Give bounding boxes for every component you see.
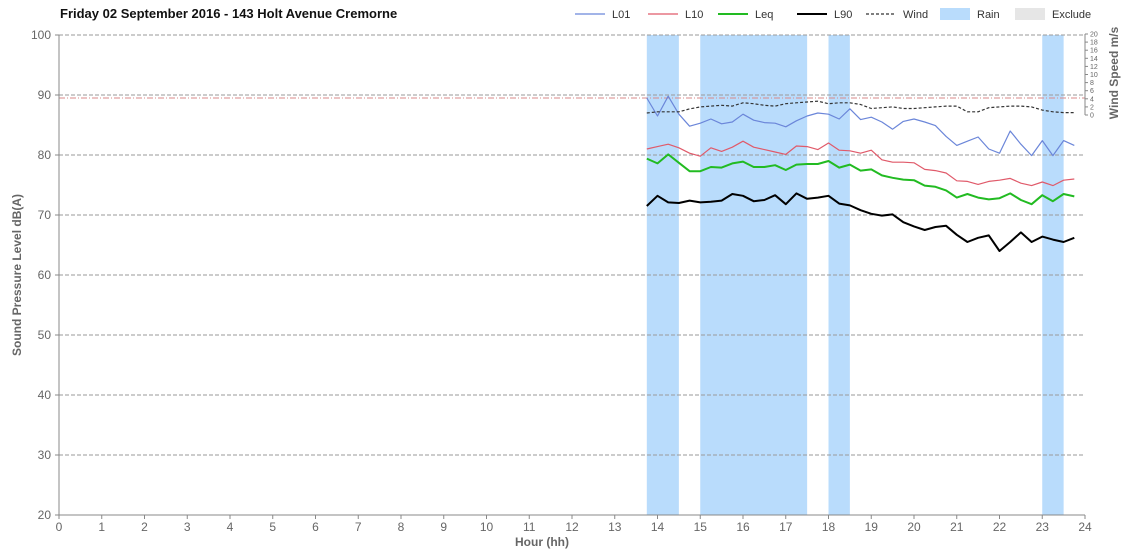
y-tick-label-90: 90 (38, 88, 52, 102)
x-tick-label-23: 23 (1036, 520, 1050, 534)
x-tick-label-17: 17 (779, 520, 793, 534)
wind-tick-label-16: 16 (1090, 48, 1098, 55)
x-tick-label-10: 10 (480, 520, 494, 534)
x-tick-label-20: 20 (907, 520, 921, 534)
wind-tick-label-14: 14 (1090, 56, 1098, 63)
wind-tick-label-2: 2 (1090, 104, 1094, 111)
legend: L01 L10 Leq L90 Wind Rain Exclude (575, 8, 1091, 21)
x-tick-label-6: 6 (312, 520, 319, 534)
legend-swatch-rain (940, 8, 970, 20)
x-tick-label-15: 15 (694, 520, 708, 534)
x-tick-label-16: 16 (736, 520, 750, 534)
series-line-l10 (646, 140, 1075, 187)
legend-label-l10: L10 (685, 9, 703, 21)
legend-label-exclude: Exclude (1052, 9, 1091, 21)
y-tick-label-50: 50 (38, 328, 52, 342)
x-tick-label-14: 14 (651, 520, 665, 534)
wind-axis-label: Wind Speed m/s (1107, 26, 1121, 119)
wind-tick-label-8: 8 (1090, 80, 1094, 87)
x-tick-label-0: 0 (56, 520, 63, 534)
wind-tick-label-6: 6 (1090, 88, 1094, 95)
chart-title: Friday 02 September 2016 - 143 Holt Aven… (60, 6, 397, 21)
legend-label-leq: Leq (755, 9, 773, 21)
x-tick-label-24: 24 (1078, 520, 1092, 534)
y-tick-label-20: 20 (38, 508, 52, 522)
x-tick-label-22: 22 (993, 520, 1007, 534)
y-tick-label-100: 100 (31, 28, 51, 42)
y-tick-label-40: 40 (38, 388, 52, 402)
legend-label-wind: Wind (903, 9, 928, 21)
grid (59, 34, 1085, 456)
x-tick-label-7: 7 (355, 520, 362, 534)
y-tick-label-60: 60 (38, 268, 52, 282)
x-axis-label: Hour (hh) (515, 535, 569, 549)
x-tick-label-18: 18 (822, 520, 836, 534)
legend-swatch-exclude (1015, 8, 1045, 20)
wind-tick-label-18: 18 (1090, 40, 1098, 47)
wind-tick-label-0: 0 (1090, 113, 1094, 120)
series-line-l90 (646, 192, 1075, 252)
series-line-leq (646, 153, 1075, 206)
x-tick-label-11: 11 (523, 520, 536, 534)
x-tick-label-3: 3 (184, 520, 191, 534)
x-tick-label-5: 5 (269, 520, 276, 534)
y-tick-label-30: 30 (38, 448, 52, 462)
wind-tick-label-10: 10 (1090, 72, 1098, 79)
y-tick-label-70: 70 (38, 208, 52, 222)
legend-label-rain: Rain (977, 9, 1000, 21)
x-tick-label-13: 13 (608, 520, 622, 534)
legend-label-l01: L01 (612, 9, 630, 21)
wind-tick-label-20: 20 (1090, 32, 1098, 39)
y-axis-label: Sound Pressure Level dB(A) (10, 194, 24, 356)
x-tick-label-9: 9 (440, 520, 447, 534)
rain-band-2 (700, 35, 808, 515)
x-tick-label-8: 8 (398, 520, 405, 534)
x-tick-label-4: 4 (227, 520, 234, 534)
x-tick-label-2: 2 (141, 520, 148, 534)
x-tick-label-12: 12 (565, 520, 579, 534)
y-tick-label-80: 80 (38, 148, 52, 162)
series-line-l01 (646, 95, 1075, 157)
legend-label-l90: L90 (834, 9, 852, 21)
x-tick-label-19: 19 (865, 520, 879, 534)
series-line-wind (646, 100, 1075, 114)
wind-tick-label-4: 4 (1090, 96, 1094, 103)
wind-tick-label-12: 12 (1090, 64, 1098, 71)
x-tick-label-21: 21 (950, 520, 964, 534)
x-tick-label-1: 1 (98, 520, 105, 534)
series-lines (646, 95, 1075, 252)
